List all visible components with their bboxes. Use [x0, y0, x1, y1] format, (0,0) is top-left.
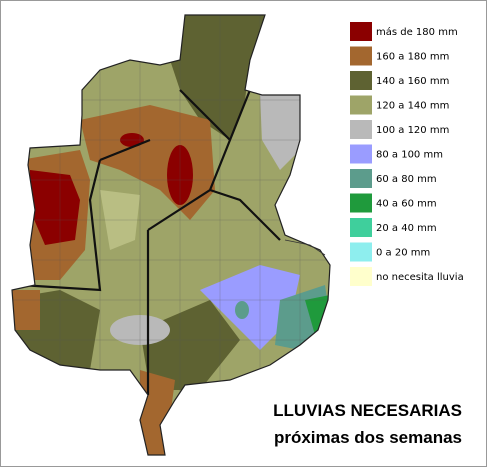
legend-label: 40 a 60 mm [376, 199, 437, 210]
legend-swatch [350, 22, 372, 41]
title-line-2: próximas dos semanas [274, 428, 462, 447]
legend-swatch [350, 71, 372, 90]
legend-swatch [350, 144, 372, 164]
legend-label: 0 a 20 mm [376, 248, 430, 259]
legend-swatch [350, 95, 372, 115]
legend-swatch [350, 169, 372, 188]
river [284, 239, 326, 256]
legend-label: 140 a 160 mm [376, 76, 449, 87]
legend-swatch [350, 242, 372, 262]
legend-swatch [350, 46, 372, 66]
legend-label: no necesita lluvia [376, 272, 464, 283]
legend-label: 120 a 140 mm [376, 101, 449, 112]
legend-label: 60 a 80 mm [376, 174, 437, 185]
legend-label: 160 a 180 mm [376, 52, 449, 63]
legend-label: 100 a 120 mm [376, 125, 449, 136]
legend-swatch [350, 120, 372, 139]
legend-swatch [350, 193, 372, 213]
legend-label: más de 180 mm [376, 26, 458, 38]
legend-swatch [350, 267, 372, 286]
legend-label: 20 a 40 mm [376, 223, 437, 234]
legend-swatch [350, 218, 372, 237]
legend-label: 80 a 100 mm [376, 150, 443, 161]
title-line-1: LLUVIAS NECESARIAS [273, 401, 462, 420]
legend: más de 180 mm 160 a 180 mm 140 a 160 mm 120… [350, 22, 464, 286]
